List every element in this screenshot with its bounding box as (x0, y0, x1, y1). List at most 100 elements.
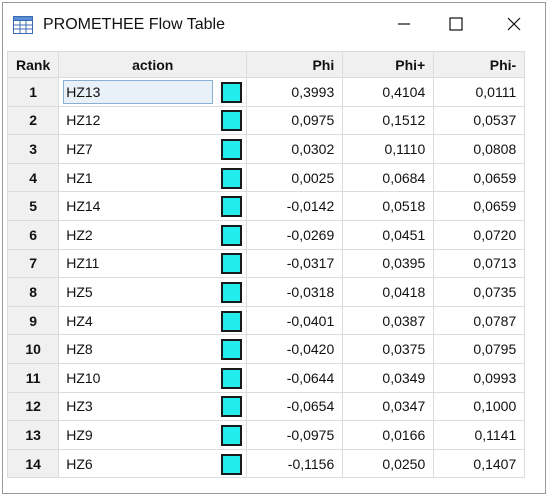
action-name[interactable]: HZ5 (66, 283, 93, 300)
action-color-swatch[interactable] (221, 81, 243, 103)
minimize-icon (397, 17, 411, 36)
action-cell[interactable]: HZ11 (58, 248, 248, 279)
action-cell[interactable]: HZ10 (58, 362, 248, 393)
table-row[interactable]: 7 HZ11 -0,0317 0,0395 0,0713 (6, 248, 526, 279)
phi-minus-cell: 0,0993 (433, 362, 526, 393)
phi-cell: 0,0975 (246, 105, 344, 136)
action-cell[interactable]: HZ14 (58, 191, 248, 221)
table-row[interactable]: 4 HZ1 0,0025 0,0684 0,0659 (6, 162, 526, 193)
action-name[interactable]: HZ6 (66, 455, 93, 472)
action-cell[interactable]: HZ2 (58, 219, 248, 250)
column-header-phi-minus[interactable]: Phi- (433, 51, 526, 78)
action-name[interactable]: HZ8 (66, 341, 93, 358)
table-row[interactable]: 14 HZ6 -0,1156 0,0250 0,1407 (6, 448, 526, 479)
action-cell[interactable]: HZ5 (58, 277, 248, 307)
action-color-swatch[interactable] (221, 396, 243, 418)
table-row[interactable]: 9 HZ4 -0,0401 0,0387 0,0787 (6, 305, 526, 336)
column-header-phi[interactable]: Phi (246, 51, 344, 78)
action-color-swatch[interactable] (221, 424, 243, 446)
phi-minus-cell: 0,1407 (433, 448, 526, 479)
rank-cell: 5 (6, 191, 60, 221)
action-color-swatch[interactable] (221, 196, 243, 218)
table-row[interactable]: 2 HZ12 0,0975 0,1512 0,0537 (6, 105, 526, 136)
action-color-swatch[interactable] (221, 367, 243, 389)
rank-cell: 4 (6, 162, 60, 193)
column-header-rank[interactable]: Rank (6, 51, 60, 78)
action-name[interactable]: HZ12 (66, 112, 101, 129)
action-color-swatch[interactable] (221, 310, 243, 332)
table-row[interactable]: 5 HZ14 -0,0142 0,0518 0,0659 (6, 191, 526, 221)
phi-minus-cell: 0,1141 (433, 420, 526, 450)
action-cell[interactable]: HZ7 (58, 134, 248, 164)
action-cell[interactable]: HZ12 (58, 105, 248, 136)
table-row[interactable]: 3 HZ7 0,0302 0,1110 0,0808 (6, 134, 526, 164)
rank-cell: 2 (6, 105, 60, 136)
action-color-swatch[interactable] (221, 138, 243, 160)
close-icon (507, 17, 521, 36)
phi-cell: -0,0401 (246, 305, 344, 336)
rank-cell: 14 (6, 448, 60, 479)
phi-plus-cell: 0,1512 (342, 105, 435, 136)
phi-plus-cell: 0,0684 (342, 162, 435, 193)
title-bar[interactable]: PROMETHEE Flow Table (3, 3, 545, 49)
action-name[interactable]: HZ3 (66, 398, 93, 415)
phi-plus-cell: 0,0349 (342, 362, 435, 393)
flow-table-window: PROMETHEE Flow Table Rank (2, 2, 546, 494)
action-name[interactable]: HZ13 (63, 79, 214, 104)
phi-cell: -0,0142 (246, 191, 344, 221)
action-cell[interactable]: HZ13 (58, 77, 248, 107)
phi-minus-cell: 0,0720 (433, 219, 526, 250)
phi-cell: -0,0317 (246, 248, 344, 279)
table-row[interactable]: 8 HZ5 -0,0318 0,0418 0,0735 (6, 277, 526, 307)
phi-cell: 0,3993 (246, 77, 344, 107)
action-cell[interactable]: HZ8 (58, 334, 248, 364)
action-name[interactable]: HZ9 (66, 426, 93, 443)
phi-minus-cell: 0,0537 (433, 105, 526, 136)
table-icon (13, 16, 33, 39)
action-color-swatch[interactable] (221, 253, 243, 275)
table-row[interactable]: 11 HZ10 -0,0644 0,0349 0,0993 (6, 362, 526, 393)
table-row[interactable]: 13 HZ9 -0,0975 0,0166 0,1141 (6, 420, 526, 450)
table-row[interactable]: 1 HZ13 0,3993 0,4104 0,0111 (6, 77, 526, 107)
action-name[interactable]: HZ1 (66, 169, 93, 186)
phi-minus-cell: 0,0659 (433, 162, 526, 193)
action-color-swatch[interactable] (221, 339, 243, 361)
phi-cell: -0,0420 (246, 334, 344, 364)
action-name[interactable]: HZ11 (66, 255, 100, 272)
close-button[interactable] (491, 3, 537, 49)
rank-cell: 3 (6, 134, 60, 164)
action-cell[interactable]: HZ9 (58, 420, 248, 450)
action-color-swatch[interactable] (221, 281, 243, 303)
action-name[interactable]: HZ2 (66, 226, 93, 243)
phi-minus-cell: 0,0795 (433, 334, 526, 364)
action-cell[interactable]: HZ3 (58, 391, 248, 422)
action-name[interactable]: HZ4 (66, 312, 93, 329)
table-row[interactable]: 10 HZ8 -0,0420 0,0375 0,0795 (6, 334, 526, 364)
action-cell[interactable]: HZ6 (58, 448, 248, 479)
column-header-phi-plus[interactable]: Phi+ (342, 51, 435, 78)
action-name[interactable]: HZ14 (66, 198, 101, 215)
action-cell[interactable]: HZ4 (58, 305, 248, 336)
phi-minus-cell: 0,0659 (433, 191, 526, 221)
table-row[interactable]: 6 HZ2 -0,0269 0,0451 0,0720 (6, 219, 526, 250)
phi-plus-cell: 0,4104 (342, 77, 435, 107)
action-color-swatch[interactable] (221, 453, 243, 475)
minimize-button[interactable] (381, 3, 427, 49)
rank-cell: 11 (6, 362, 60, 393)
phi-plus-cell: 0,0418 (342, 277, 435, 307)
action-color-swatch[interactable] (221, 167, 243, 189)
column-header-action[interactable]: action (58, 51, 248, 78)
rank-cell: 13 (6, 420, 60, 450)
action-name[interactable]: HZ10 (66, 369, 101, 386)
phi-plus-cell: 0,0387 (342, 305, 435, 336)
action-color-swatch[interactable] (221, 224, 243, 246)
table-row[interactable]: 12 HZ3 -0,0654 0,0347 0,1000 (6, 391, 526, 422)
action-cell[interactable]: HZ1 (58, 162, 248, 193)
phi-plus-cell: 0,0518 (342, 191, 435, 221)
action-color-swatch[interactable] (221, 110, 243, 132)
phi-minus-cell: 0,0713 (433, 248, 526, 279)
phi-cell: -0,0318 (246, 277, 344, 307)
maximize-button[interactable] (433, 3, 479, 49)
rank-cell: 9 (6, 305, 60, 336)
action-name[interactable]: HZ7 (66, 140, 93, 157)
